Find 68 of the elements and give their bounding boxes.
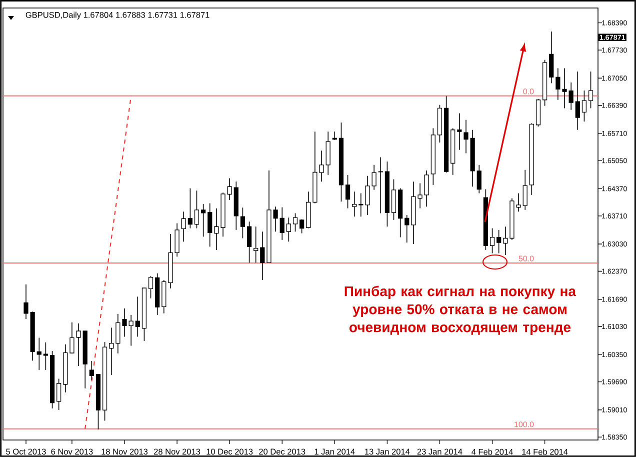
candlestick bbox=[424, 170, 429, 208]
x-tick-label: 1 Jan 2014 bbox=[314, 448, 355, 455]
x-tick-label: 20 Dec 2013 bbox=[259, 448, 306, 455]
candlestick bbox=[122, 308, 127, 338]
candlestick bbox=[457, 112, 462, 150]
annotation: Пинбар как сигнал на покупку на уровне 50% отката в не самом очевидном восходящем тренде bbox=[344, 286, 576, 335]
candlestick bbox=[109, 327, 114, 376]
candlestick bbox=[365, 176, 370, 216]
annotation: 100.0 bbox=[514, 422, 534, 428]
candlestick bbox=[345, 174, 350, 209]
candlestick bbox=[214, 208, 219, 250]
candlestick bbox=[116, 314, 120, 354]
candlestick bbox=[378, 156, 383, 214]
candlestick bbox=[280, 206, 284, 240]
candlestick bbox=[562, 68, 567, 109]
candlestick bbox=[326, 131, 330, 176]
candlestick bbox=[490, 228, 495, 254]
chart-title: GBPUSD,Daily 1.67804 1.67883 1.67731 1.67871 bbox=[26, 12, 210, 20]
x-tick-label: 18 Nov 2013 bbox=[102, 448, 148, 455]
candlestick bbox=[240, 207, 246, 239]
candlestick bbox=[496, 230, 502, 254]
candlestick bbox=[286, 217, 291, 242]
candlestick bbox=[503, 226, 508, 256]
candlestick bbox=[260, 231, 265, 280]
x-tick-label: 28 Nov 2013 bbox=[154, 448, 200, 455]
candlestick bbox=[76, 322, 81, 366]
candlestick bbox=[188, 188, 192, 229]
x-tick-label: 5 Oct 2013 bbox=[6, 448, 46, 455]
candlestick bbox=[254, 226, 258, 264]
candlestick bbox=[89, 360, 94, 380]
candlestick bbox=[43, 342, 48, 370]
candlestick bbox=[476, 164, 482, 194]
candlestick bbox=[135, 296, 140, 338]
candlestick bbox=[582, 90, 587, 122]
candlestick bbox=[358, 192, 364, 218]
x-tick-label: 4 Feb 2014 bbox=[472, 448, 513, 455]
candlestick bbox=[201, 204, 206, 238]
candlestick bbox=[194, 190, 200, 229]
candlestick bbox=[181, 211, 186, 242]
candlestick bbox=[70, 322, 74, 354]
annotation: 50.0 bbox=[518, 256, 534, 262]
x-tick-label: 13 Jan 2014 bbox=[365, 448, 410, 455]
x-tick-label: 23 Jan 2014 bbox=[417, 448, 462, 455]
candlestick bbox=[36, 337, 42, 370]
candlestick bbox=[148, 276, 154, 299]
candlestick bbox=[352, 191, 357, 218]
candlestick bbox=[128, 314, 134, 346]
candlestick bbox=[404, 214, 410, 243]
candlestick bbox=[391, 178, 396, 220]
candlestick bbox=[575, 71, 580, 130]
candlestick bbox=[56, 378, 62, 410]
x-tick-label: 10 Dec 2013 bbox=[206, 448, 253, 455]
candlestick bbox=[300, 218, 304, 234]
x-tick-label: 6 Nov 2013 bbox=[51, 448, 93, 455]
candlestick bbox=[372, 164, 376, 190]
candlestick bbox=[208, 202, 212, 248]
x-tick-label: 14 Feb 2014 bbox=[522, 448, 568, 455]
candlestick bbox=[556, 68, 560, 100]
candlestick bbox=[227, 178, 232, 200]
candlestick bbox=[549, 31, 554, 84]
candlestick bbox=[24, 284, 28, 320]
candlestick bbox=[246, 221, 252, 264]
candlestick bbox=[568, 82, 574, 110]
candlestick bbox=[464, 119, 468, 154]
candlestick bbox=[588, 71, 594, 109]
candlestick bbox=[522, 170, 528, 210]
candlestick bbox=[292, 212, 298, 232]
annotation: 0.0 bbox=[523, 88, 534, 94]
